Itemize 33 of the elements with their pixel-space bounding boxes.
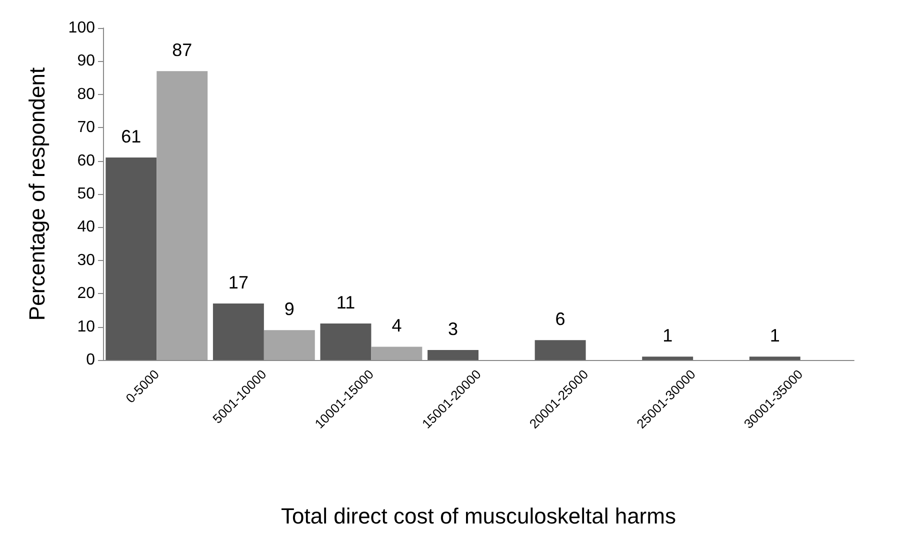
y-tick-label: 40	[77, 218, 96, 236]
data-label: 6	[555, 309, 566, 330]
bar	[642, 356, 694, 360]
y-tick-label: 60	[77, 152, 96, 170]
x-axis-title: Total direct cost of musculoskeltal harms	[281, 504, 676, 528]
data-label: 17	[228, 272, 248, 293]
y-tick-label: 50	[77, 186, 96, 202]
data-label: 11	[336, 292, 356, 312]
data-label: 87	[172, 40, 192, 60]
y-tick-label: 70	[77, 119, 96, 136]
y-tick-label: 10	[77, 318, 96, 336]
y-tick-label: 100	[68, 20, 96, 36]
y-axis-title: Percentage of respondent	[24, 67, 50, 321]
data-label: 9	[284, 299, 294, 320]
data-label: 61	[121, 126, 142, 146]
y-tick-label: 0	[86, 352, 96, 368]
y-tick-label: 30	[77, 252, 96, 269]
data-label: 1	[770, 326, 780, 346]
bar	[320, 323, 372, 360]
bar	[212, 304, 264, 360]
y-tick-label: 80	[77, 86, 96, 103]
data-label: 3	[448, 319, 458, 340]
bar	[534, 340, 586, 360]
y-tick-label: 20	[77, 285, 96, 302]
y-tick-label: 90	[77, 52, 96, 70]
bar	[106, 157, 157, 360]
bar	[156, 71, 208, 360]
bar	[749, 356, 800, 360]
bar	[371, 346, 422, 360]
bar	[264, 330, 315, 360]
bar	[428, 350, 478, 360]
data-label: 1	[662, 326, 673, 346]
data-label: 4	[392, 316, 402, 336]
